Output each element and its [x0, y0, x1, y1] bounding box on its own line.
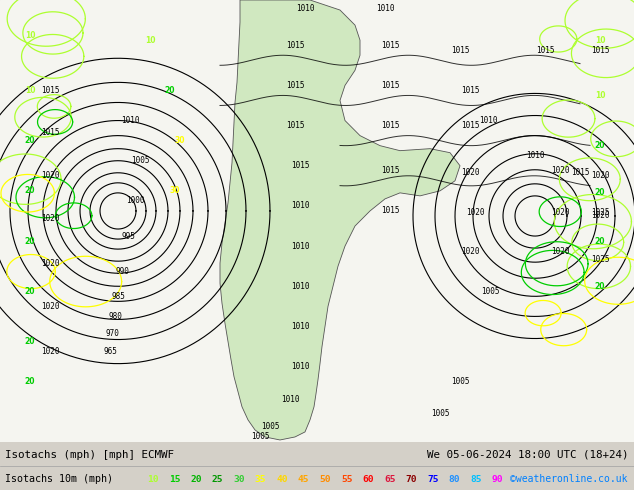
Text: 1015: 1015: [381, 166, 399, 175]
Text: 980: 980: [108, 312, 122, 321]
Text: 1015: 1015: [381, 206, 399, 216]
Text: 1010: 1010: [295, 3, 314, 13]
Polygon shape: [220, 0, 460, 440]
Text: 1010: 1010: [291, 282, 309, 291]
Text: 1020: 1020: [41, 302, 59, 311]
Text: 1020: 1020: [591, 172, 609, 180]
Text: 35: 35: [255, 475, 266, 484]
Text: 75: 75: [427, 475, 439, 484]
Text: 40: 40: [276, 475, 288, 484]
Text: 1005: 1005: [261, 422, 279, 431]
Text: 1015: 1015: [291, 161, 309, 170]
Text: 20: 20: [25, 377, 36, 386]
Text: 1005: 1005: [451, 377, 469, 386]
Text: 70: 70: [406, 475, 417, 484]
Text: 20: 20: [165, 86, 175, 95]
Text: 1025: 1025: [591, 255, 609, 264]
Text: 55: 55: [341, 475, 353, 484]
Text: 1010: 1010: [291, 201, 309, 210]
Text: 1020: 1020: [466, 208, 484, 218]
Text: 80: 80: [449, 475, 460, 484]
Text: 1020: 1020: [41, 172, 59, 180]
Text: 25: 25: [212, 475, 223, 484]
Text: 970: 970: [105, 329, 119, 338]
Text: 1015: 1015: [461, 86, 479, 95]
Text: 10: 10: [25, 31, 36, 40]
Text: 30: 30: [170, 186, 180, 196]
Text: 30: 30: [175, 136, 185, 145]
Text: 10: 10: [595, 91, 605, 100]
Text: 1020: 1020: [551, 208, 569, 218]
Text: 985: 985: [111, 292, 125, 301]
Text: 1005: 1005: [251, 433, 269, 441]
Text: 90: 90: [492, 475, 503, 484]
Text: 965: 965: [103, 347, 117, 356]
Text: 50: 50: [320, 475, 331, 484]
Text: 20: 20: [595, 282, 605, 291]
Text: 45: 45: [298, 475, 309, 484]
Text: 1015: 1015: [591, 46, 609, 55]
Text: 15: 15: [169, 475, 180, 484]
Text: 1010: 1010: [120, 116, 139, 125]
Text: 20: 20: [190, 475, 202, 484]
Text: 20: 20: [25, 287, 36, 296]
Text: 1015: 1015: [381, 121, 399, 130]
Text: 20: 20: [25, 186, 36, 196]
Text: 1015: 1015: [41, 86, 59, 95]
Text: 20: 20: [595, 141, 605, 150]
Text: 1010: 1010: [291, 242, 309, 250]
Text: 1010: 1010: [281, 395, 299, 404]
Text: 20: 20: [595, 237, 605, 245]
Text: 1010: 1010: [526, 151, 544, 160]
Text: 1010: 1010: [291, 322, 309, 331]
Text: 1025: 1025: [591, 208, 609, 218]
Text: 1015: 1015: [381, 81, 399, 90]
Text: 1020: 1020: [551, 166, 569, 175]
Text: 1020: 1020: [41, 215, 59, 223]
Text: 1015: 1015: [286, 81, 304, 90]
Text: 1000: 1000: [126, 196, 145, 205]
Text: 1015: 1015: [286, 41, 304, 49]
Text: 1005: 1005: [430, 409, 450, 418]
Text: 1015: 1015: [571, 168, 589, 177]
Text: 1005: 1005: [131, 156, 149, 165]
Text: We 05-06-2024 18:00 UTC (18+24): We 05-06-2024 18:00 UTC (18+24): [427, 450, 629, 460]
Text: 1020: 1020: [41, 259, 59, 268]
Text: 10: 10: [145, 36, 155, 45]
Text: 1010: 1010: [291, 362, 309, 371]
Text: 1020: 1020: [591, 212, 609, 220]
Text: 10: 10: [595, 36, 605, 45]
Text: 1020: 1020: [551, 246, 569, 256]
Text: 65: 65: [384, 475, 396, 484]
Text: 20: 20: [595, 188, 605, 197]
Text: 85: 85: [470, 475, 482, 484]
Text: 1015: 1015: [451, 46, 469, 55]
Text: 1015: 1015: [536, 46, 554, 55]
Text: 1015: 1015: [41, 128, 59, 137]
Text: 60: 60: [363, 475, 374, 484]
Text: 10: 10: [147, 475, 158, 484]
Text: 1005: 1005: [481, 287, 499, 296]
Text: Isotachs (mph) [mph] ECMWF: Isotachs (mph) [mph] ECMWF: [5, 450, 174, 460]
Text: 1010: 1010: [479, 116, 497, 125]
Text: 30: 30: [233, 475, 245, 484]
Text: 1015: 1015: [286, 121, 304, 130]
Text: 1020: 1020: [461, 246, 479, 256]
Text: 1015: 1015: [381, 41, 399, 49]
Text: 20: 20: [25, 136, 36, 145]
Text: ©weatheronline.co.uk: ©weatheronline.co.uk: [510, 474, 628, 485]
Text: 1010: 1010: [376, 3, 394, 13]
Text: 1020: 1020: [41, 347, 59, 356]
Text: 20: 20: [25, 237, 36, 245]
Text: 20: 20: [25, 337, 36, 346]
Text: 1015: 1015: [461, 121, 479, 130]
Text: Isotachs 10m (mph): Isotachs 10m (mph): [5, 474, 113, 485]
Text: 995: 995: [121, 232, 135, 241]
Text: 10: 10: [25, 86, 36, 95]
Text: 990: 990: [115, 267, 129, 276]
Text: 1020: 1020: [461, 168, 479, 177]
